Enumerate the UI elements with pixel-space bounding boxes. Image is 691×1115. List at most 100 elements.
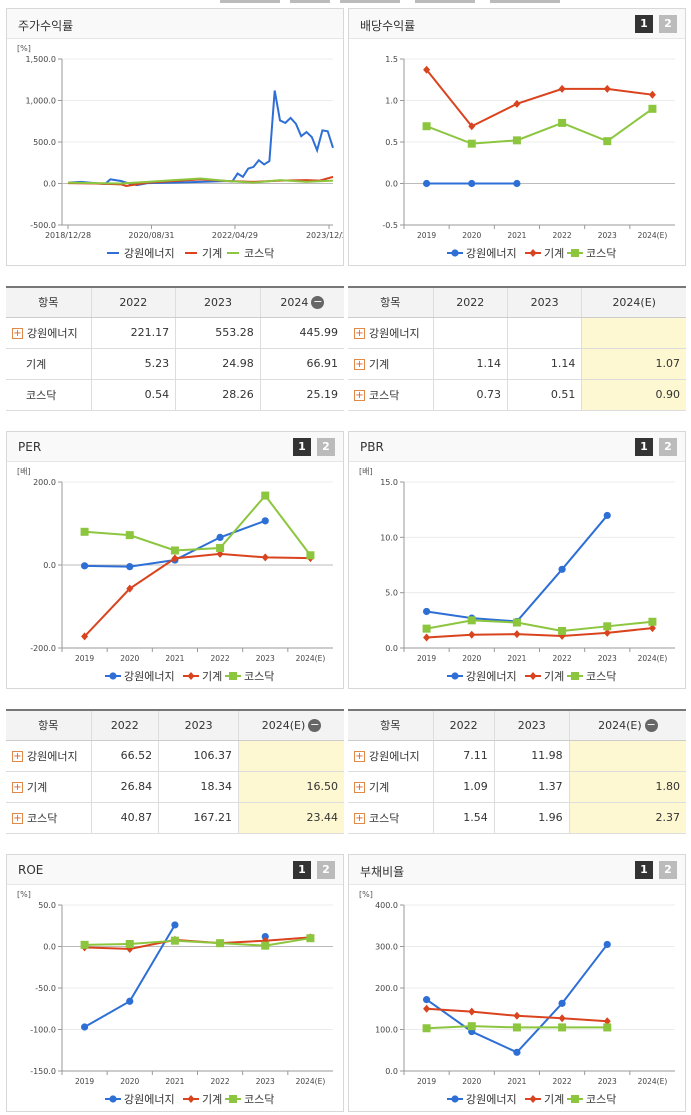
row-label-text: 코스닥 xyxy=(369,388,400,402)
expand-icon[interactable]: + xyxy=(354,328,365,339)
expand-icon[interactable]: + xyxy=(12,813,23,824)
view-2-button[interactable]: 2 xyxy=(317,438,335,456)
row-label: + 강원에너지 xyxy=(6,317,91,349)
panel-roe: ROE 1 2 [%] 50.0 0.0 -50.0 -100.0 -150.0 2019 2020… xyxy=(6,854,344,1112)
cell-value: 1.09 xyxy=(432,771,495,803)
cell-value: 24.98 xyxy=(175,348,261,380)
table-stock: 항목 2022 2023 2024− + 강원에너지 221.17 553.28 445.99 기… xyxy=(6,286,344,411)
x-tick-label: 2018/12/28 xyxy=(45,231,91,240)
cell-value: 5.23 xyxy=(90,348,176,380)
expand-icon[interactable]: + xyxy=(12,782,23,793)
data-point xyxy=(648,90,656,99)
legend-label: 코스닥 xyxy=(586,1093,616,1106)
table-row: + 기계 26.84 18.34 16.50 xyxy=(6,771,344,803)
y-tick-label: 10.0 xyxy=(380,533,398,542)
expand-icon[interactable]: + xyxy=(354,390,365,401)
collapse-icon[interactable]: − xyxy=(308,718,322,732)
data-point xyxy=(512,618,521,627)
data-point xyxy=(513,179,521,188)
row-label-text: 강원에너지 xyxy=(27,326,78,340)
y-tick-label: -0.5 xyxy=(382,221,398,230)
series-코스닥 xyxy=(67,177,334,185)
series-line xyxy=(83,552,311,638)
x-tick-label: 2019 xyxy=(75,654,94,663)
data-point xyxy=(558,999,566,1007)
header-label: 2024 xyxy=(280,295,309,309)
y-tick-label: 0.0 xyxy=(43,943,56,952)
data-point xyxy=(422,179,431,188)
series-line xyxy=(426,943,609,1054)
expand-icon[interactable]: + xyxy=(354,751,365,762)
view-1-button[interactable]: 1 xyxy=(293,861,311,879)
cell-value: 23.44 xyxy=(238,802,344,834)
column-header: 2023 xyxy=(506,287,582,318)
row-label-text: 코스닥 xyxy=(369,811,400,825)
data-point xyxy=(558,626,567,635)
x-tick-label: 2020/08/31 xyxy=(128,231,174,240)
expand-icon[interactable]: + xyxy=(354,782,365,793)
data-point xyxy=(216,544,225,553)
y-tick-label: -500.0 xyxy=(30,221,56,230)
header-label: 2023 xyxy=(184,718,213,732)
chart-per: [배]200.0 0.0 -200.0 2019 2020 2021 2022 2023 202… xyxy=(17,467,333,683)
legend: 강원에너지 기계 코스닥 xyxy=(105,670,274,683)
collapse-icon[interactable]: − xyxy=(644,718,658,732)
expand-icon[interactable]: + xyxy=(354,359,365,370)
y-tick-label: 0.5 xyxy=(385,138,398,147)
header-label: 2024(E) xyxy=(612,295,656,309)
legend-marker xyxy=(109,672,117,680)
x-tick-label: 2022 xyxy=(211,1077,230,1086)
cell-value: 66.91 xyxy=(259,348,344,380)
legend-label: 강원에너지 xyxy=(124,670,175,683)
data-point xyxy=(126,944,134,953)
view-1-button[interactable]: 1 xyxy=(635,438,653,456)
x-tick-label: 2019 xyxy=(417,231,436,240)
expand-icon[interactable]: + xyxy=(354,813,365,824)
data-point xyxy=(306,551,315,560)
table-row: + 강원에너지 66.52 106.37 xyxy=(6,740,344,772)
panel-header: 주가수익률 xyxy=(7,9,343,39)
data-point xyxy=(81,632,89,641)
expand-icon[interactable]: + xyxy=(12,328,23,339)
panel-stock: 주가수익률 [%] 1,500.0 1,000.0 500.0 0.0 -500.0 2018… xyxy=(6,8,344,266)
header-label: 항목 xyxy=(380,719,401,733)
x-tick-label: 2023 xyxy=(598,654,617,663)
legend-marker xyxy=(529,249,537,257)
column-header: 항목 xyxy=(348,710,433,741)
chart-pbr: [배] 15.0 10.0 5.0 0.0 2019 2020 2021 2022 2023 202… xyxy=(359,467,675,683)
view-2-button[interactable]: 2 xyxy=(317,861,335,879)
x-tick-label: 2022/04/29 xyxy=(212,231,258,240)
x-tick-label: 2023 xyxy=(256,1077,275,1086)
column-header: 2023 xyxy=(158,710,239,741)
legend-label: 강원에너지 xyxy=(466,1093,517,1106)
panel-header: 부채비율 1 2 xyxy=(349,855,685,885)
series-line xyxy=(84,937,311,947)
view-2-button[interactable]: 2 xyxy=(659,861,677,879)
cell-value: 1.14 xyxy=(432,348,508,380)
view-2-button[interactable]: 2 xyxy=(659,15,677,33)
view-2-button[interactable]: 2 xyxy=(659,438,677,456)
view-1-button[interactable]: 1 xyxy=(635,861,653,879)
data-point xyxy=(80,527,89,536)
panel-title: 배당수익률 xyxy=(360,19,416,33)
series-코스닥 xyxy=(422,104,657,148)
legend-marker xyxy=(187,672,195,680)
view-1-button[interactable]: 1 xyxy=(635,15,653,33)
cell-value: 1.96 xyxy=(493,802,570,834)
x-tick-label: 2020 xyxy=(462,231,481,240)
expand-icon[interactable]: + xyxy=(12,751,23,762)
panel-title: 주가수익률 xyxy=(18,19,74,33)
legend-label: 기계 xyxy=(202,247,222,260)
y-tick-label: -150.0 xyxy=(30,1067,56,1076)
collapse-icon[interactable]: − xyxy=(311,295,325,309)
data-point xyxy=(513,99,521,108)
series-line xyxy=(84,494,312,556)
series-line xyxy=(67,90,334,187)
legend: 강원에너지 기계 코스닥 xyxy=(447,247,616,260)
view-1-button[interactable]: 1 xyxy=(293,438,311,456)
legend-marker xyxy=(229,1095,237,1103)
legend-label: 코스닥 xyxy=(244,247,274,260)
y-tick-label: 0.0 xyxy=(43,180,56,189)
cell-value: 0.54 xyxy=(90,379,176,411)
data-point xyxy=(468,630,476,639)
